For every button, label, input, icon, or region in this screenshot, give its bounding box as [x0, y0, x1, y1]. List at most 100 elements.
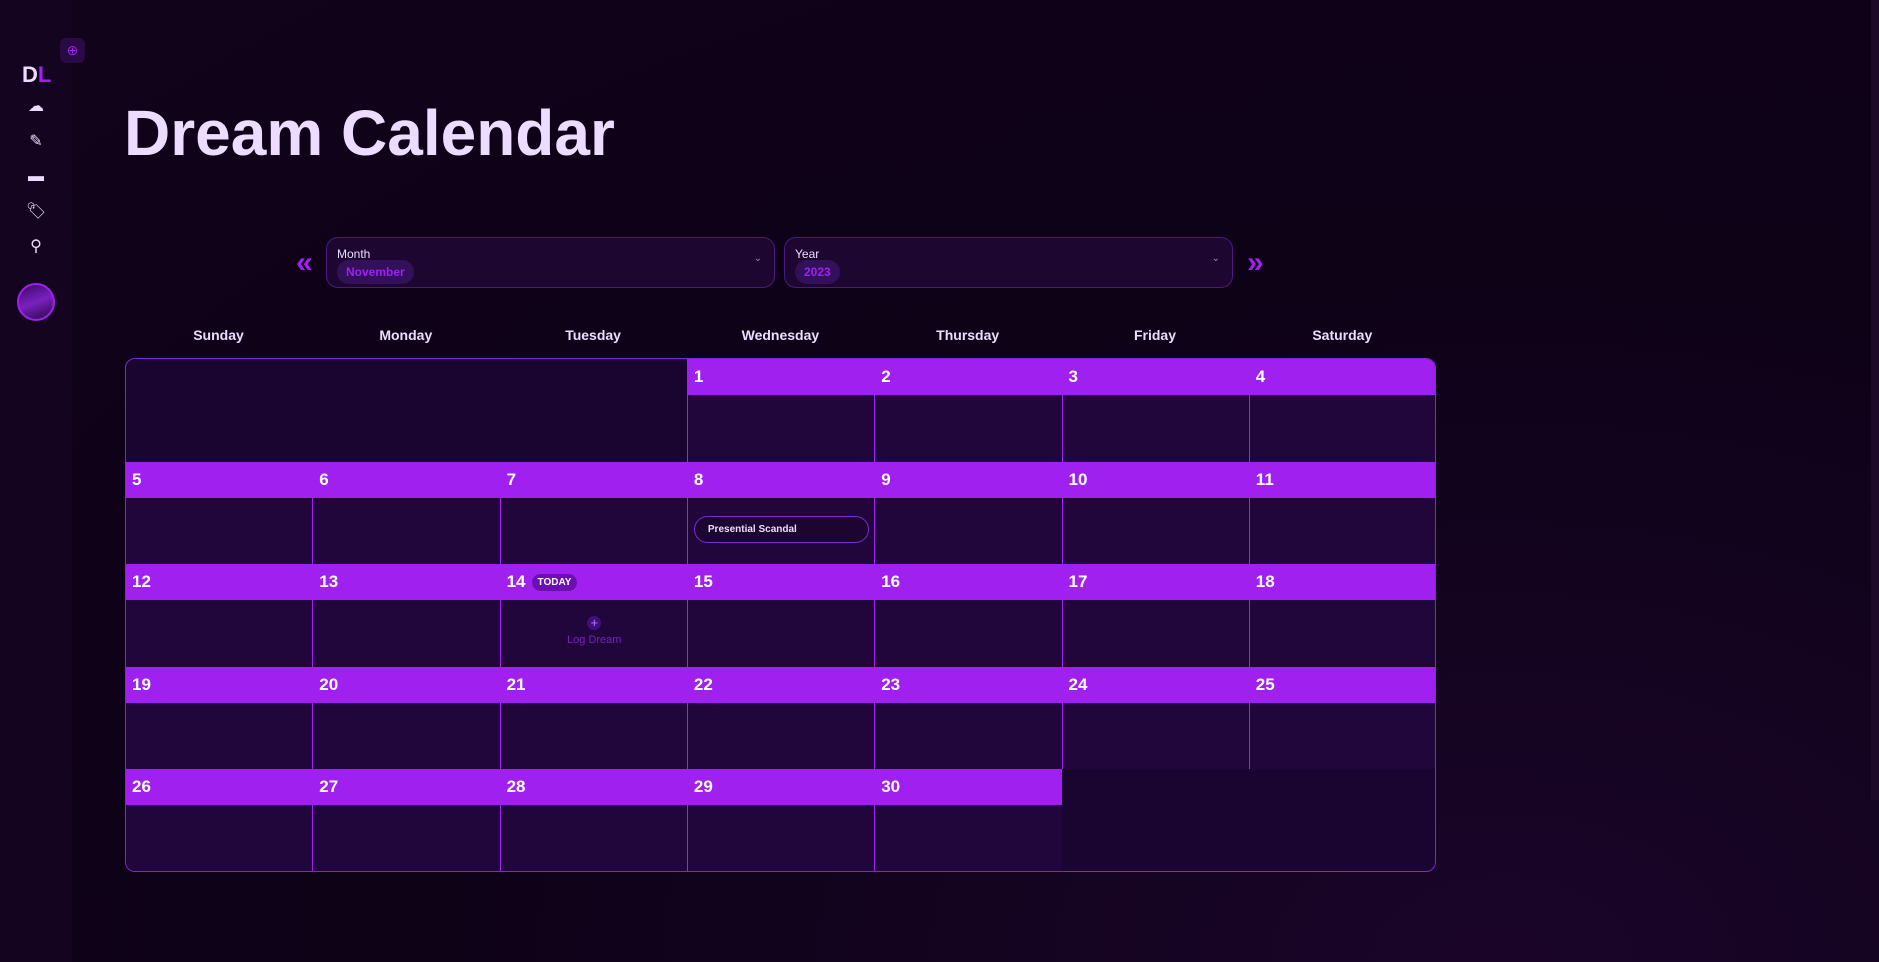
day-number: 2 [881, 367, 891, 386]
day-cell[interactable]: 6 [312, 461, 501, 565]
day-header: 21 [500, 666, 688, 703]
weekday-header: Monday [379, 327, 433, 343]
calendar-icon[interactable]: ▬ [28, 168, 44, 185]
day-header: 16 [875, 564, 1063, 601]
day-number: 3 [1068, 367, 1078, 386]
day-cell[interactable]: 28 [499, 769, 688, 871]
search-icon[interactable]: ⚲ [30, 238, 42, 255]
day-header: 24 [1062, 666, 1250, 703]
day-header: 30 [875, 769, 1063, 806]
day-cell[interactable]: 5 [126, 461, 314, 565]
day-number: 27 [319, 777, 339, 797]
day-cell[interactable]: 22 [686, 666, 876, 770]
chevron-down-icon: ⌄ [753, 253, 762, 264]
day-cell[interactable]: 23 [874, 666, 1063, 770]
weekday-header: Wednesday [741, 327, 820, 343]
day-cell[interactable]: 14 TODAY + Log Dream [499, 564, 688, 667]
day-number: 6 [319, 469, 329, 489]
day-cell[interactable]: 7 [499, 461, 688, 565]
cloud-icon[interactable]: ☁ [28, 98, 44, 115]
day-number: 10 [1068, 469, 1088, 489]
month-select[interactable]: Month November ⌄ [326, 237, 775, 288]
day-header: 2 [875, 359, 1063, 395]
day-cell[interactable]: 18 [1248, 564, 1435, 667]
avatar[interactable] [17, 283, 55, 321]
day-cell[interactable]: 4 [1248, 359, 1435, 462]
day-number: 9 [881, 469, 891, 489]
day-cell[interactable]: 17 [1061, 564, 1250, 667]
day-cell[interactable]: 19 [126, 666, 314, 770]
log-dream-label: Log Dream [567, 634, 622, 647]
plus-circle-icon[interactable]: ⊕ [60, 38, 85, 63]
logo[interactable]: DL [22, 62, 51, 88]
day-header: 19 [126, 666, 314, 703]
day-cell[interactable]: 2 [874, 359, 1063, 462]
next-month-button[interactable]: » [1247, 246, 1264, 279]
sidebar: ⊕ DL ☁ ✎ ▬ 🏷 ⚲ [0, 0, 85, 962]
dream-entry[interactable]: Presential Scandal [693, 515, 870, 543]
tag-icon[interactable]: 🏷 [25, 203, 47, 220]
month-value: November [337, 260, 414, 284]
day-header: 15 [687, 564, 876, 601]
day-number: 13 [319, 572, 339, 592]
day-cell[interactable]: 26 [126, 769, 314, 871]
day-number: 16 [881, 572, 901, 592]
plus-icon: + [587, 616, 602, 631]
pencil-icon[interactable]: ✎ [29, 133, 43, 150]
day-header: 20 [313, 666, 501, 703]
weekday-header: Tuesday [565, 327, 621, 343]
day-cell[interactable]: 25 [1248, 666, 1435, 770]
day-header: 18 [1249, 564, 1435, 601]
day-cell[interactable]: 13 [312, 564, 501, 667]
day-number: 21 [506, 674, 526, 694]
day-cell[interactable]: 29 [686, 769, 876, 871]
day-cell[interactable]: 12 [126, 564, 314, 667]
day-number: 5 [132, 469, 142, 489]
day-header: 27 [313, 769, 501, 806]
day-cell[interactable]: 20 [312, 666, 501, 770]
day-cell[interactable]: 24 [1061, 666, 1250, 770]
logo-l: L [37, 62, 52, 87]
weekday-header: Sunday [193, 327, 244, 343]
day-cell[interactable]: 15 [686, 564, 876, 667]
day-cell[interactable]: 3 [1061, 359, 1250, 462]
day-header: 8 [687, 461, 876, 498]
day-number: 19 [132, 674, 151, 694]
calendar-grid: 1 2 3 4 5 6 7 8 Presential Scandal 9 10 11 12 13 14 TOD… [125, 358, 1436, 872]
weekday-header: Thursday [936, 327, 1000, 343]
day-cell[interactable]: 30 [874, 769, 1063, 871]
day-header: 25 [1249, 666, 1435, 703]
day-cell[interactable]: 8 Presential Scandal [686, 461, 876, 565]
day-cell[interactable]: 1 [686, 359, 876, 462]
weekday-header: Saturday [1312, 327, 1373, 343]
log-dream-button[interactable]: + Log Dream [501, 616, 688, 647]
prev-month-button[interactable]: « [296, 246, 313, 279]
day-number: 12 [132, 572, 151, 592]
weekday-header: Friday [1133, 327, 1176, 343]
month-label: Month [337, 247, 371, 261]
day-cell[interactable]: 21 [499, 666, 688, 770]
day-header: 7 [500, 461, 688, 498]
day-header: 12 [126, 564, 314, 601]
day-number: 8 [693, 469, 704, 489]
day-number: 11 [1255, 469, 1274, 489]
day-header: 29 [687, 769, 876, 806]
day-number: 22 [693, 674, 713, 694]
day-cell[interactable]: 11 [1248, 461, 1435, 565]
day-cell[interactable]: 16 [874, 564, 1063, 667]
day-number: 4 [1255, 367, 1266, 386]
day-cell[interactable]: 9 [874, 461, 1063, 565]
year-select[interactable]: Year 2023 ⌄ [784, 237, 1233, 288]
day-header: 17 [1062, 564, 1250, 601]
day-header: 3 [1062, 359, 1250, 395]
day-header: 1 [687, 359, 876, 395]
day-cell[interactable]: 27 [312, 769, 501, 871]
day-number: 26 [132, 777, 151, 797]
day-number: 15 [693, 572, 713, 592]
day-number: 30 [881, 777, 901, 797]
day-header: 28 [500, 769, 688, 806]
day-cell[interactable]: 10 [1061, 461, 1250, 565]
scrollbar[interactable] [1871, 0, 1879, 800]
page-title: Dream Calendar [124, 97, 615, 169]
day-number: 24 [1068, 674, 1088, 694]
